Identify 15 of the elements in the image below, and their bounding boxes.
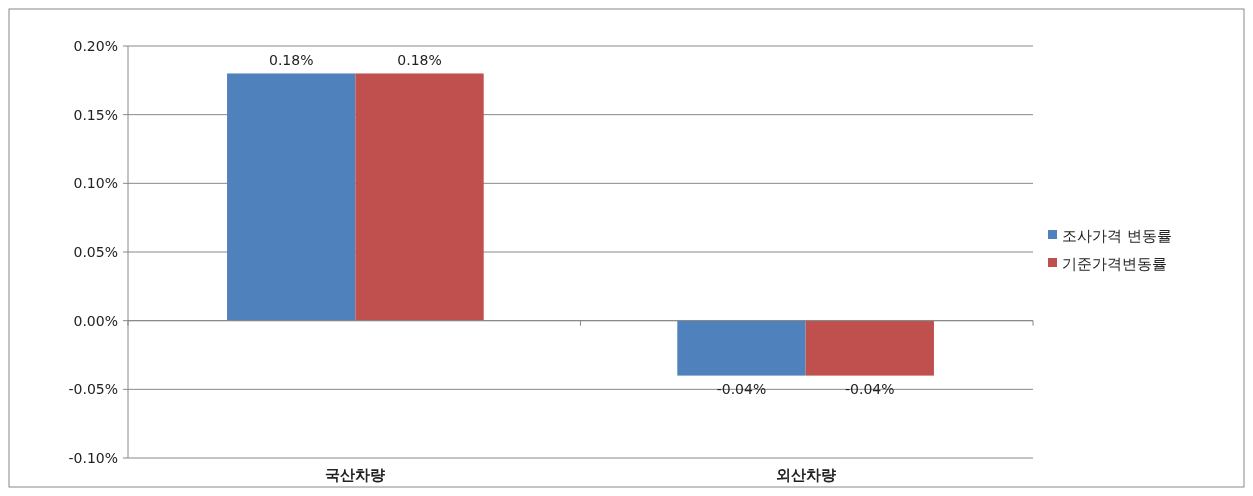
legend-label: 조사가격 변동률 — [1062, 227, 1172, 246]
x-tick-label: 국산차량 — [325, 466, 386, 484]
x-tick-label: 외산차량 — [775, 466, 836, 484]
y-tick-label: 0.10% — [73, 175, 118, 192]
y-tick-label: -0.05% — [68, 381, 118, 398]
y-tick-label: 0.20% — [73, 37, 118, 54]
y-tick-label: 0.15% — [73, 106, 118, 123]
y-tick-label: -0.10% — [68, 449, 118, 466]
legend-label: 기준가격변동률 — [1062, 255, 1167, 274]
y-tick-label: 0.05% — [73, 243, 118, 260]
data-label: -0.04% — [845, 380, 895, 397]
data-label: -0.04% — [716, 380, 767, 397]
data-label: 0.18% — [268, 52, 314, 69]
data-label: 0.18% — [397, 52, 442, 69]
y-tick-label: 0.00% — [73, 312, 118, 329]
